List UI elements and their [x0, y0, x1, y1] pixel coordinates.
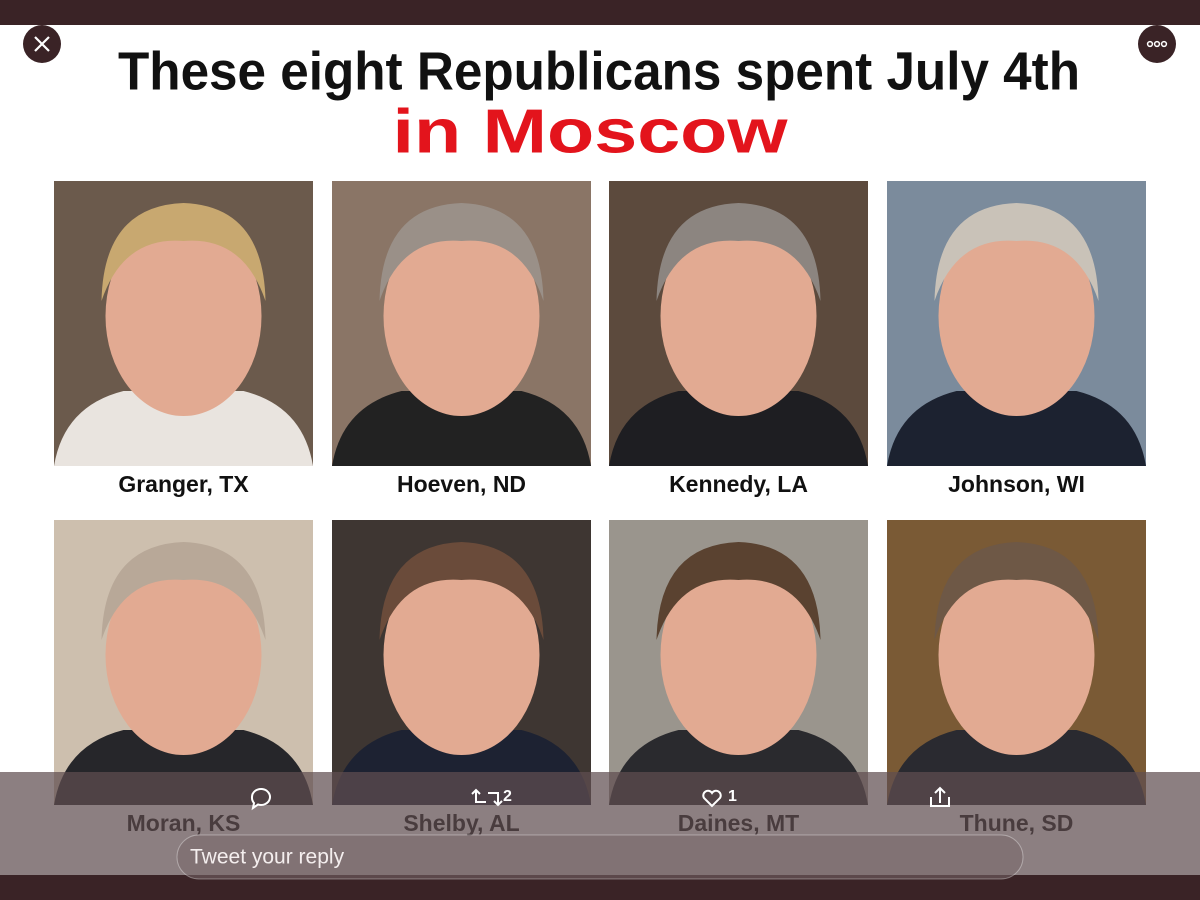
face — [938, 555, 1095, 755]
title: These eight Republicans spent July 4th — [118, 41, 1080, 101]
person-label: Granger, TX — [118, 471, 249, 497]
hair — [656, 542, 821, 640]
hair — [101, 542, 266, 640]
face — [938, 216, 1095, 416]
portrait — [609, 181, 868, 466]
shoulders — [887, 391, 1146, 466]
shoulders — [54, 391, 313, 466]
hair — [101, 203, 266, 301]
share-button[interactable] — [930, 786, 950, 807]
person-label: Johnson, WI — [948, 471, 1085, 497]
portrait — [887, 181, 1146, 466]
close-button[interactable] — [23, 25, 61, 63]
bottom-bar — [0, 875, 1200, 900]
face — [383, 555, 540, 755]
face — [660, 555, 817, 755]
face — [383, 216, 540, 416]
reply-placeholder: Tweet your reply — [190, 846, 345, 869]
reply-button[interactable] — [250, 787, 271, 811]
face — [660, 216, 817, 416]
like-button[interactable] — [702, 789, 722, 808]
portrait — [609, 520, 868, 805]
portrait — [54, 520, 313, 805]
shoulders — [609, 391, 868, 466]
hair — [379, 542, 544, 640]
portrait — [887, 520, 1146, 805]
retweet-count: 2 — [503, 788, 512, 805]
face — [105, 216, 262, 416]
person-label: Kennedy, LA — [669, 471, 808, 497]
person-label: Hoeven, ND — [397, 471, 526, 497]
hair — [656, 203, 821, 301]
reply-input[interactable] — [176, 834, 1024, 880]
portrait — [332, 181, 591, 466]
hair — [379, 203, 544, 301]
shoulders — [332, 391, 591, 466]
hair — [934, 203, 1099, 301]
face — [105, 555, 262, 755]
portrait — [54, 181, 313, 466]
portrait — [332, 520, 591, 805]
like-count: 1 — [728, 788, 737, 805]
hair — [934, 542, 1099, 640]
subtitle: in Moscow — [393, 97, 789, 166]
retweet-button[interactable] — [471, 788, 503, 807]
top-bar — [0, 0, 1200, 25]
more-button[interactable] — [1138, 25, 1176, 63]
